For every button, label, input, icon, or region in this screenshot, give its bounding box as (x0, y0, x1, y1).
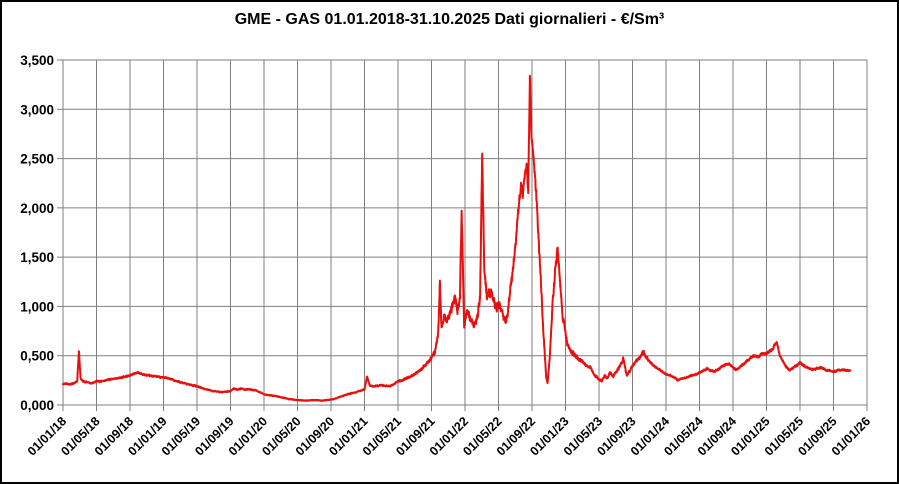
y-axis-tick-label: 1,000 (20, 299, 54, 314)
y-axis-tick-label: 2,500 (20, 152, 54, 167)
y-axis-tick-label: 3,500 (20, 53, 54, 68)
chart-title: GME - GAS 01.01.2018-31.10.2025 Dati gio… (234, 11, 665, 28)
y-axis-tick-label: 0,500 (20, 349, 54, 364)
y-axis-tick-label: 2,000 (20, 201, 54, 216)
y-axis-tick-label: 0,000 (20, 398, 54, 413)
y-axis-tick-label: 3,000 (20, 102, 54, 117)
gas-price-line (62, 74, 852, 402)
y-axis-tick-label: 1,500 (20, 250, 54, 265)
